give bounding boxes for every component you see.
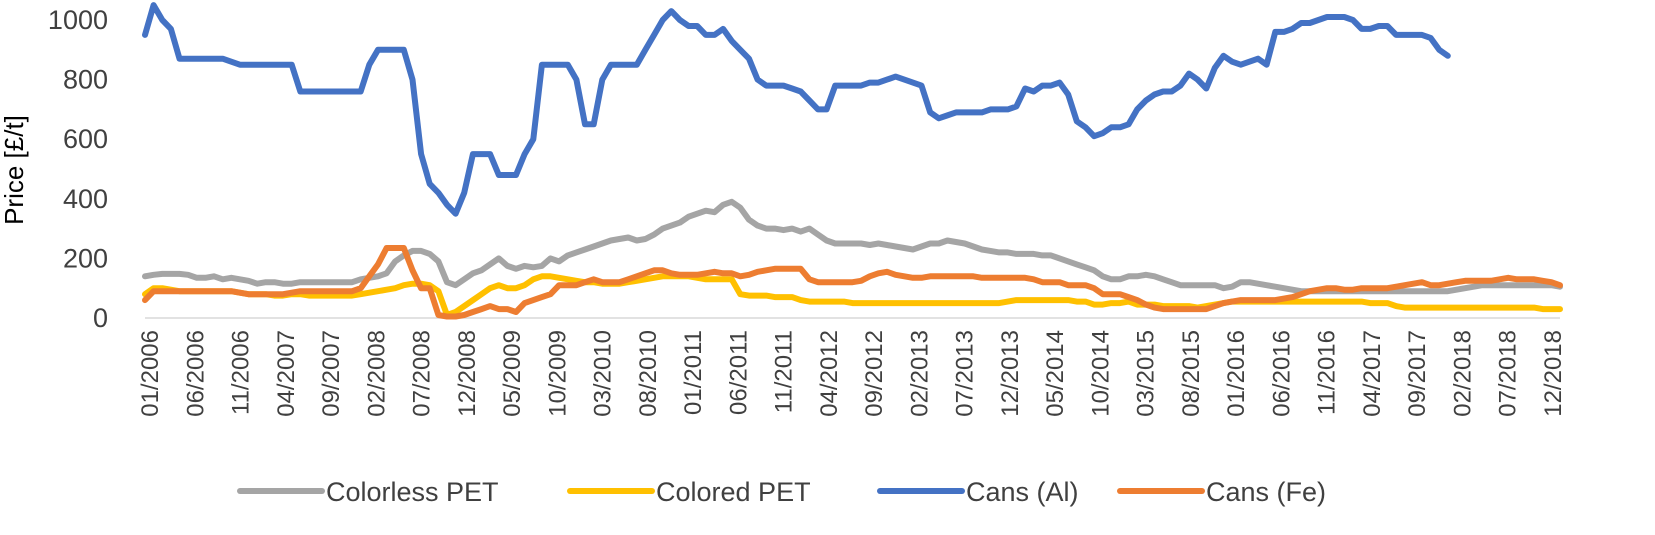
x-tick-label: 10/2009: [544, 330, 571, 417]
x-tick-label: 02/2008: [363, 330, 390, 417]
y-tick-label: 600: [63, 124, 108, 154]
y-tick-label: 800: [63, 65, 108, 95]
x-tick-label: 01/2016: [1223, 330, 1250, 417]
legend-label: Colorless PET: [326, 477, 499, 507]
x-tick-label: 09/2012: [861, 330, 888, 417]
series-line-colored-pet: [142, 273, 1563, 318]
y-tick-label: 0: [93, 303, 108, 333]
x-tick-label: 01/2011: [680, 330, 707, 415]
x-tick-label: 04/2007: [273, 330, 300, 417]
series-line-colorless-pet: [142, 198, 1563, 295]
x-tick-label: 11/2016: [1314, 330, 1341, 415]
x-tick-label: 11/2006: [228, 330, 255, 415]
x-tick-label: 12/2013: [997, 330, 1024, 417]
y-axis-label-group: Price [£/t]: [0, 115, 29, 225]
x-axis-ticks: 01/2006 06/2006 11/2006 04/2007 09/2007 02/20…: [137, 330, 1567, 417]
legend-label: Colored PET: [656, 477, 811, 507]
x-tick-label: 06/2006: [182, 330, 209, 417]
x-tick-label: 12/2008: [454, 330, 481, 417]
x-tick-label: 03/2015: [1133, 330, 1160, 417]
legend-label: Cans (Fe): [1206, 477, 1326, 507]
legend-label: Cans (Al): [966, 477, 1079, 507]
x-tick-label: 06/2011: [725, 330, 752, 415]
y-axis-ticks: 0 200 400 600 800 1000: [48, 5, 108, 333]
x-tick-label: 03/2010: [590, 330, 617, 417]
x-tick-label: 07/2013: [952, 330, 979, 417]
x-tick-label: 11/2011: [771, 330, 798, 413]
x-tick-label: 05/2014: [1042, 330, 1069, 417]
x-tick-label: 09/2007: [318, 330, 345, 417]
x-tick-label: 02/2013: [906, 330, 933, 417]
x-tick-label: 05/2009: [499, 330, 526, 417]
x-tick-label: 09/2017: [1404, 330, 1431, 417]
y-tick-label: 1000: [48, 5, 108, 35]
x-tick-label: 01/2006: [137, 330, 164, 417]
x-tick-label: 04/2017: [1359, 330, 1386, 417]
y-axis-label: Price [£/t]: [0, 115, 29, 225]
y-tick-label: 400: [63, 184, 108, 214]
y-tick-label: 200: [63, 243, 108, 273]
x-tick-label: 08/2015: [1178, 330, 1205, 417]
x-tick-label: 04/2012: [816, 330, 843, 417]
x-tick-label: 06/2016: [1269, 330, 1296, 417]
x-tick-label: 12/2018: [1540, 330, 1567, 417]
x-tick-label: 08/2010: [635, 330, 662, 417]
legend: Colorless PET Colored PET Cans (Al) Cans (F…: [237, 477, 1326, 507]
x-tick-label: 07/2008: [409, 330, 436, 417]
x-tick-label: 02/2018: [1450, 330, 1477, 417]
series-lines: [142, 2, 1563, 320]
x-tick-label: 07/2018: [1495, 330, 1522, 417]
x-tick-label: 10/2014: [1087, 330, 1114, 417]
series-line-cans-fe: [142, 245, 1563, 320]
series-line-cans-al: [142, 2, 1451, 217]
